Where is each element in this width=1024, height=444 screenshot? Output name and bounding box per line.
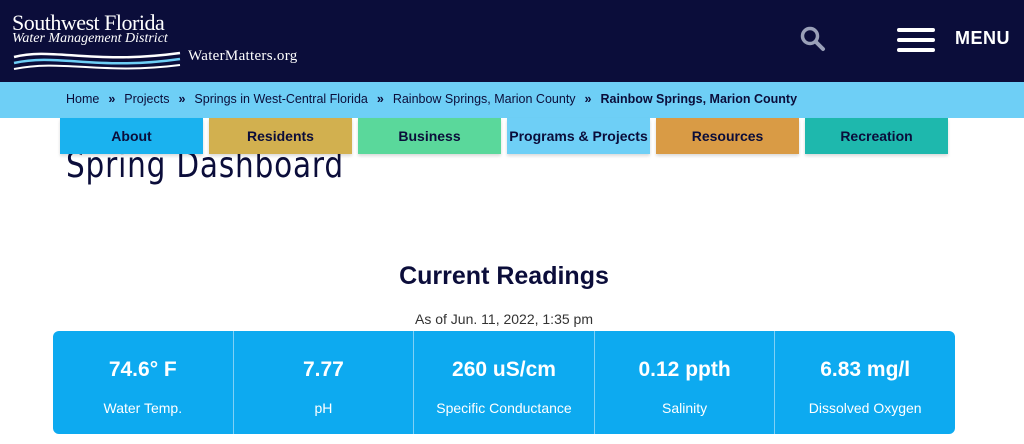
tab-recreation[interactable]: Recreation — [805, 118, 948, 154]
wave-logo-icon — [13, 51, 181, 70]
menu-label: MENU — [955, 28, 1010, 48]
breadcrumb-home[interactable]: Home — [66, 92, 100, 106]
readings-timestamp: As of Jun. 11, 2022, 1:35 pm — [415, 311, 593, 327]
reading-label: Specific Conductance — [436, 400, 572, 416]
breadcrumb-separator: » — [108, 92, 116, 106]
reading-label: Dissolved Oxygen — [808, 400, 922, 416]
breadcrumb-projects[interactable]: Projects — [124, 92, 170, 106]
breadcrumb-separator: » — [178, 92, 186, 106]
reading-label: pH — [314, 400, 333, 416]
hamburger-icon — [897, 28, 937, 54]
reading-value: 6.83 mg/l — [820, 358, 911, 381]
readings-panel: 74.6° F Water Temp. 7.77 pH 260 uS/cm Sp… — [53, 331, 955, 434]
logo-website: WaterMatters.org — [188, 48, 298, 64]
reading-dissolved-oxygen: 6.83 mg/l Dissolved Oxygen — [775, 331, 955, 434]
readings-title: Current Readings — [399, 262, 609, 290]
logo-subtitle: Water Management District — [12, 31, 168, 46]
site-header: Southwest Florida Water Management Distr… — [0, 0, 1024, 82]
search-icon — [800, 26, 825, 51]
district-logo[interactable]: Southwest Florida Water Management Distr… — [12, 10, 352, 72]
breadcrumb-springs[interactable]: Springs in West-Central Florida — [194, 92, 368, 106]
reading-value: 0.12 ppth — [638, 358, 731, 381]
search-button[interactable] — [800, 26, 826, 52]
reading-value: 260 uS/cm — [452, 358, 556, 381]
breadcrumb-separator: » — [584, 92, 592, 106]
breadcrumb-rainbow-springs[interactable]: Rainbow Springs, Marion County — [392, 92, 576, 106]
logo-title: Southwest Florida — [12, 10, 165, 35]
menu-button[interactable]: MENU — [897, 24, 1015, 58]
tab-programs-projects[interactable]: Programs & Projects — [507, 118, 650, 154]
tab-business[interactable]: Business — [358, 118, 501, 154]
reading-label: Water Temp. — [103, 400, 183, 416]
breadcrumb-bar: Home » Projects » Springs in West-Central Fl… — [0, 82, 1024, 118]
reading-ph: 7.77 pH — [234, 331, 415, 434]
reading-water-temp: 74.6° F Water Temp. — [53, 331, 234, 434]
reading-label: Salinity — [662, 400, 708, 416]
reading-value: 7.77 — [302, 358, 344, 381]
breadcrumb-current: Rainbow Springs, Marion County — [600, 92, 798, 106]
reading-salinity: 0.12 ppth Salinity — [595, 331, 776, 434]
tab-residents[interactable]: Residents — [209, 118, 352, 154]
tab-about[interactable]: About — [60, 118, 203, 154]
breadcrumb: Home » Projects » Springs in West-Central Fl… — [66, 92, 797, 106]
reading-specific-conductance: 260 uS/cm Specific Conductance — [414, 331, 595, 434]
breadcrumb-separator: » — [376, 92, 384, 106]
reading-value: 74.6° F — [108, 358, 177, 381]
tab-resources[interactable]: Resources — [656, 118, 799, 154]
